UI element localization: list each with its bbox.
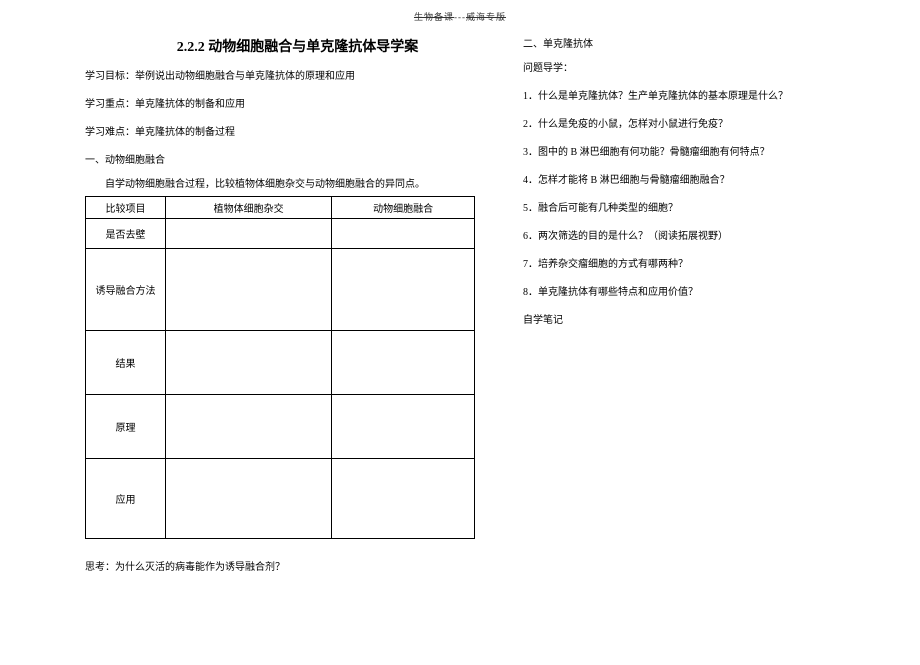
- table-row: 结果: [86, 331, 475, 395]
- cell-plant-wall[interactable]: [166, 219, 332, 249]
- page-body: 2.2.2 动物细胞融合与单克隆抗体导学案 学习目标：举例说出动物细胞融合与单克…: [0, 0, 920, 589]
- question-3: 3．图中的 B 淋巴细胞有何功能？骨髓瘤细胞有何特点？: [523, 146, 843, 160]
- difficulty-text: 单克隆抗体的制备过程: [135, 127, 235, 138]
- row-label-result: 结果: [86, 331, 166, 395]
- th-compare: 比较项目: [86, 197, 166, 219]
- cell-animal-result[interactable]: [332, 331, 475, 395]
- cell-plant-principle[interactable]: [166, 395, 332, 459]
- row-label-method: 诱导融合方法: [86, 249, 166, 331]
- keypoint-label: 学习重点：: [85, 99, 135, 110]
- cell-plant-result[interactable]: [166, 331, 332, 395]
- cell-animal-wall[interactable]: [332, 219, 475, 249]
- question-4: 4．怎样才能将 B 淋巴细胞与骨髓瘤细胞融合？: [523, 174, 843, 188]
- header-sep: ---: [454, 12, 466, 22]
- right-column: 二、单克隆抗体 问题导学： 1．什么是单克隆抗体？生产单克隆抗体的基本原理是什么…: [523, 18, 843, 589]
- difficulty-line: 学习难点：单克隆抗体的制备过程: [85, 126, 475, 140]
- page-header: 生物备课---威海专版: [414, 10, 506, 23]
- cell-plant-method[interactable]: [166, 249, 332, 331]
- header-right: 威海专版: [466, 12, 506, 22]
- question-8: 8．单克隆抗体有哪些特点和应用价值？: [523, 286, 843, 300]
- think-question: 思考：为什么灭活的病毒能作为诱导融合剂？: [85, 561, 475, 575]
- doc-title: 2.2.2 动物细胞融合与单克隆抗体导学案: [120, 36, 475, 56]
- question-6: 6．两次筛选的目的是什么？（阅读拓展视野）: [523, 230, 843, 244]
- cell-plant-application[interactable]: [166, 459, 332, 539]
- section1-title: 一、动物细胞融合: [85, 154, 475, 168]
- header-left: 生物备课: [414, 12, 454, 22]
- objective-text: 举例说出动物细胞融合与单克隆抗体的原理和应用: [135, 71, 355, 82]
- cell-animal-principle[interactable]: [332, 395, 475, 459]
- notes-label: 自学笔记: [523, 314, 843, 328]
- table-row: 应用: [86, 459, 475, 539]
- section2-title: 二、单克隆抗体: [523, 38, 843, 52]
- difficulty-label: 学习难点：: [85, 127, 135, 138]
- section2-lead: 问题导学：: [523, 62, 843, 76]
- table-header-row: 比较项目 植物体细胞杂交 动物细胞融合: [86, 197, 475, 219]
- table-row: 诱导融合方法: [86, 249, 475, 331]
- table-row: 是否去壁: [86, 219, 475, 249]
- row-label-principle: 原理: [86, 395, 166, 459]
- section1-subtitle: 自学动物细胞融合过程，比较植物体细胞杂交与动物细胞融合的异同点。: [85, 178, 475, 192]
- objective-line: 学习目标：举例说出动物细胞融合与单克隆抗体的原理和应用: [85, 70, 475, 84]
- cell-animal-method[interactable]: [332, 249, 475, 331]
- keypoint-line: 学习重点：单克隆抗体的制备和应用: [85, 98, 475, 112]
- row-label-wall: 是否去壁: [86, 219, 166, 249]
- th-animal: 动物细胞融合: [332, 197, 475, 219]
- question-7: 7．培养杂交瘤细胞的方式有哪两种？: [523, 258, 843, 272]
- question-2: 2．什么是免疫的小鼠，怎样对小鼠进行免疫？: [523, 118, 843, 132]
- keypoint-text: 单克隆抗体的制备和应用: [135, 99, 245, 110]
- th-plant: 植物体细胞杂交: [166, 197, 332, 219]
- left-column: 2.2.2 动物细胞融合与单克隆抗体导学案 学习目标：举例说出动物细胞融合与单克…: [85, 18, 475, 589]
- question-5: 5．融合后可能有几种类型的细胞？: [523, 202, 843, 216]
- question-1: 1．什么是单克隆抗体？生产单克隆抗体的基本原理是什么？: [523, 90, 843, 104]
- objective-label: 学习目标：: [85, 71, 135, 82]
- cell-animal-application[interactable]: [332, 459, 475, 539]
- row-label-application: 应用: [86, 459, 166, 539]
- table-row: 原理: [86, 395, 475, 459]
- comparison-table: 比较项目 植物体细胞杂交 动物细胞融合 是否去壁 诱导融合方法 结果 原理: [85, 196, 475, 539]
